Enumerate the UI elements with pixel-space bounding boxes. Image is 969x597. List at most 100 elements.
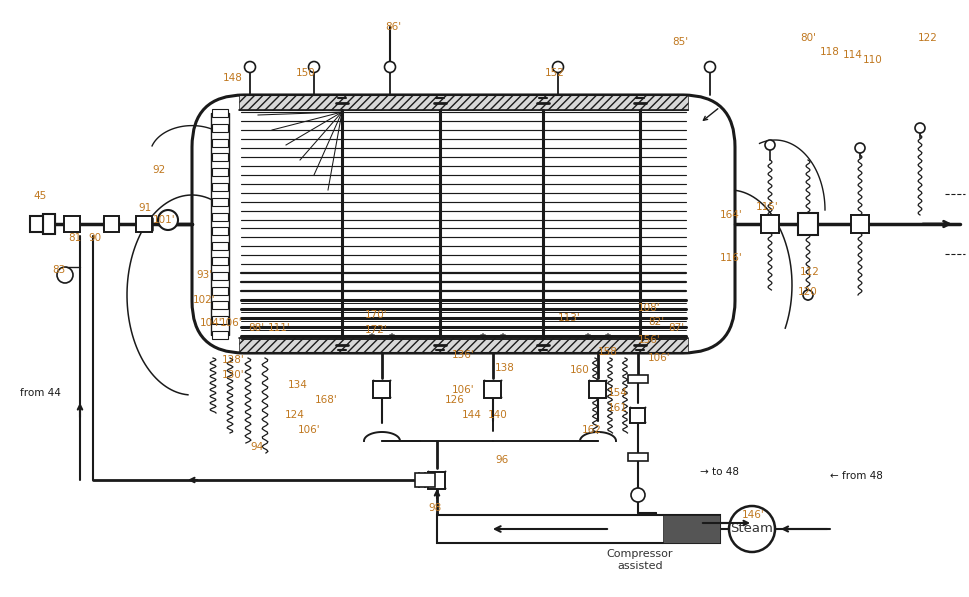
Bar xyxy=(212,287,228,294)
Text: 124: 124 xyxy=(285,410,305,420)
Text: 108': 108' xyxy=(638,303,661,313)
Bar xyxy=(212,183,228,191)
Text: 91: 91 xyxy=(138,203,151,213)
Bar xyxy=(212,272,228,280)
Text: 87': 87' xyxy=(668,323,684,333)
Bar xyxy=(628,375,648,383)
Circle shape xyxy=(552,61,564,72)
Text: 88': 88' xyxy=(248,323,265,333)
Text: 148: 148 xyxy=(223,73,243,83)
Bar xyxy=(212,168,228,176)
Bar xyxy=(43,214,55,234)
Bar xyxy=(631,408,645,423)
Bar xyxy=(628,453,648,461)
Text: 113': 113' xyxy=(558,313,580,323)
Text: 101': 101' xyxy=(153,215,175,225)
Text: 156': 156' xyxy=(638,335,661,345)
Text: 83: 83 xyxy=(52,265,65,275)
Bar xyxy=(761,215,779,233)
Bar xyxy=(212,109,228,117)
Text: 90: 90 xyxy=(88,233,101,243)
Circle shape xyxy=(631,488,645,502)
Text: 154: 154 xyxy=(608,388,628,398)
Text: 170': 170' xyxy=(365,310,388,320)
Bar xyxy=(798,213,818,235)
Text: 93': 93' xyxy=(196,270,212,280)
Text: 85': 85' xyxy=(672,37,688,47)
Text: from 44: from 44 xyxy=(20,388,61,398)
Text: 140: 140 xyxy=(488,410,508,420)
Text: 81: 81 xyxy=(68,233,81,243)
Bar xyxy=(212,227,228,235)
Bar xyxy=(663,515,720,543)
Text: 111': 111' xyxy=(268,323,291,333)
Text: 130': 130' xyxy=(222,370,244,380)
Text: 116': 116' xyxy=(720,253,743,263)
Text: 112: 112 xyxy=(800,267,820,277)
Circle shape xyxy=(244,61,256,72)
Text: 164': 164' xyxy=(720,210,743,220)
Circle shape xyxy=(308,61,320,72)
Text: 118: 118 xyxy=(820,47,840,57)
Bar xyxy=(239,338,688,353)
FancyBboxPatch shape xyxy=(192,95,735,353)
Bar xyxy=(239,95,688,110)
Bar xyxy=(212,242,228,250)
Text: 168': 168' xyxy=(315,395,338,405)
Text: 94: 94 xyxy=(250,442,264,452)
Bar xyxy=(212,301,228,309)
Bar xyxy=(428,472,446,488)
Bar xyxy=(104,216,119,232)
Circle shape xyxy=(704,61,715,72)
Text: 128': 128' xyxy=(222,355,245,365)
Text: ← from 48: ← from 48 xyxy=(830,471,883,481)
Circle shape xyxy=(915,123,925,133)
Text: 158: 158 xyxy=(598,347,618,357)
Text: 104': 104' xyxy=(200,318,223,328)
Text: 152: 152 xyxy=(545,68,565,78)
Text: 106': 106' xyxy=(452,385,475,395)
Text: 102': 102' xyxy=(193,295,216,305)
Text: 160: 160 xyxy=(570,365,590,375)
Bar xyxy=(589,380,607,398)
Text: 122: 122 xyxy=(918,33,938,43)
Text: 134: 134 xyxy=(288,380,308,390)
Text: 146': 146' xyxy=(742,510,765,520)
Text: 80': 80' xyxy=(800,33,816,43)
Bar xyxy=(484,380,502,398)
Bar xyxy=(212,198,228,206)
Text: 114: 114 xyxy=(843,50,862,60)
Text: 161: 161 xyxy=(608,403,628,413)
Text: 136': 136' xyxy=(452,350,475,360)
Bar xyxy=(212,316,228,324)
Text: 82': 82' xyxy=(648,317,664,327)
Circle shape xyxy=(158,210,178,230)
Text: 106': 106' xyxy=(298,425,321,435)
Circle shape xyxy=(729,506,775,552)
Text: Compressor
assisted: Compressor assisted xyxy=(607,549,673,571)
Bar xyxy=(212,124,228,132)
Text: 150: 150 xyxy=(296,68,316,78)
Bar xyxy=(415,473,435,487)
Text: 110: 110 xyxy=(863,55,883,65)
Bar xyxy=(30,216,43,232)
Text: 144: 144 xyxy=(462,410,482,420)
Text: 86': 86' xyxy=(385,22,401,32)
Text: 172': 172' xyxy=(365,325,388,335)
Bar xyxy=(851,215,869,233)
Text: 106': 106' xyxy=(220,318,242,328)
Text: 45: 45 xyxy=(33,191,47,201)
Text: 98: 98 xyxy=(428,503,441,513)
Text: 115': 115' xyxy=(756,202,779,212)
Bar xyxy=(136,216,152,232)
Text: 106': 106' xyxy=(648,353,671,363)
Bar xyxy=(212,153,228,161)
Bar xyxy=(373,380,391,398)
Bar xyxy=(437,515,720,543)
Bar xyxy=(64,216,80,232)
Circle shape xyxy=(765,140,775,150)
Text: 162: 162 xyxy=(582,425,602,435)
Circle shape xyxy=(855,143,865,153)
Text: 120: 120 xyxy=(798,287,818,297)
Bar xyxy=(212,257,228,265)
